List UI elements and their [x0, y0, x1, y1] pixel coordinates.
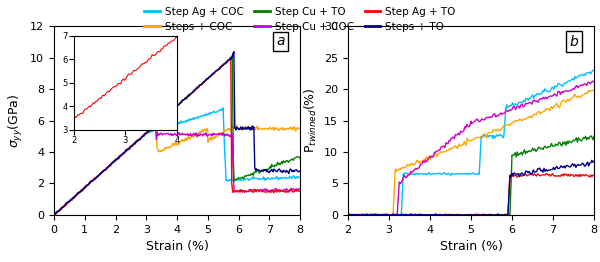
- X-axis label: Strain (%): Strain (%): [440, 240, 502, 253]
- Text: $b$: $b$: [569, 34, 580, 49]
- Text: $a$: $a$: [275, 34, 285, 48]
- Y-axis label: P$_{twinned}$(%): P$_{twinned}$(%): [302, 88, 319, 153]
- X-axis label: Strain (%): Strain (%): [146, 240, 208, 253]
- Legend: Step Ag + COC, Steps + COC, Step Cu + TO, Step Cu + COC, Step Ag + TO, Steps + T: Step Ag + COC, Steps + COC, Step Cu + TO…: [140, 3, 460, 36]
- Y-axis label: $\sigma_{yy}$(GPa): $\sigma_{yy}$(GPa): [7, 94, 25, 148]
